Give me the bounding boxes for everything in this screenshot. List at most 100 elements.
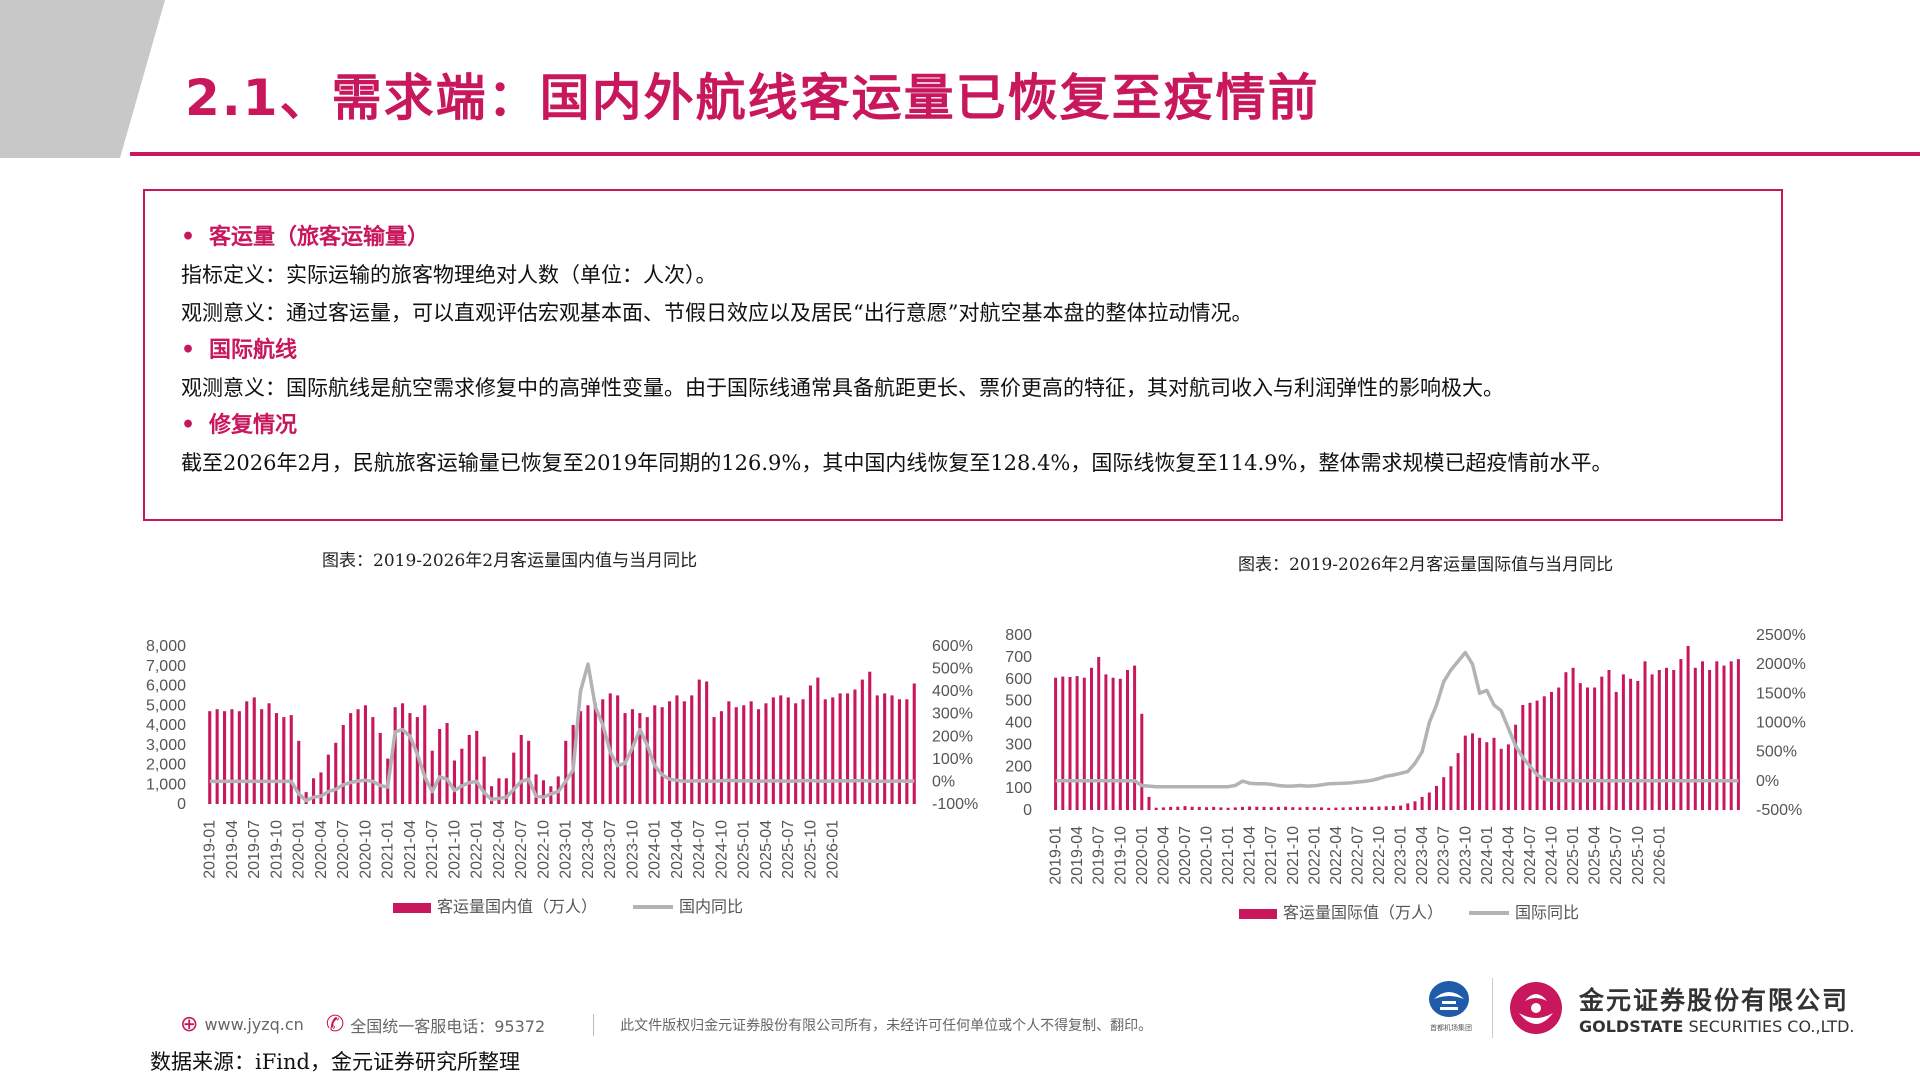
bar-mark	[1363, 806, 1367, 810]
bar-mark	[1212, 806, 1216, 810]
bar-mark	[883, 693, 887, 804]
bar-mark	[1600, 676, 1604, 810]
bar-mark	[230, 709, 234, 804]
bar-mark	[1693, 667, 1697, 810]
bar-mark	[1197, 806, 1201, 810]
bar-mark	[890, 695, 894, 804]
bar-mark	[1578, 683, 1582, 810]
bar-mark	[1715, 661, 1719, 811]
legend-bar-swatch	[1239, 909, 1277, 919]
bar-mark	[712, 717, 716, 804]
bar-mark	[1226, 807, 1230, 810]
capital-airports-caption: 首都机场集团	[1430, 1024, 1472, 1032]
x-tick-label: 2024-04	[669, 820, 686, 879]
bar-mark	[846, 693, 850, 804]
y-tick-label: 100	[1005, 780, 1032, 797]
x-tick-label: 2023-07	[1436, 826, 1453, 885]
page-title: 2.1、需求端：国内外航线客运量已恢复至疫情前	[185, 69, 1320, 127]
bar-mark	[326, 754, 330, 804]
bar-mark	[912, 683, 916, 804]
bar-mark	[1528, 702, 1532, 810]
capital-airports-logo: 首都机场集团	[1420, 979, 1478, 1037]
x-tick-label: 2021-10	[446, 820, 463, 879]
international-text: 观测意义：国际航线是航空需求修复中的高弹性变量。由于国际线通常具备航距更长、票价…	[181, 376, 1504, 400]
bar-mark	[445, 723, 449, 804]
x-tick-label: 2023-10	[624, 820, 641, 879]
bar-mark	[504, 778, 508, 804]
bar-mark	[1082, 677, 1086, 810]
bar-mark	[1384, 806, 1388, 810]
bar-mark	[1327, 807, 1331, 810]
bar-mark	[371, 717, 375, 804]
bar-mark	[1205, 807, 1208, 810]
bar-mark	[734, 707, 738, 804]
bar-mark	[897, 699, 901, 804]
y2-tick-label: -500%	[1756, 802, 1802, 819]
bar-mark	[1686, 645, 1690, 810]
y-tick-label: 0	[1023, 802, 1032, 819]
bar-mark	[237, 711, 241, 804]
data-source-note: 数据来源：iFind，金元证券研究所整理	[150, 1050, 520, 1074]
bar-mark	[334, 742, 338, 804]
bar-mark	[1356, 806, 1359, 810]
x-tick-label: 2019-07	[1091, 826, 1108, 885]
y2-tick-label: 1500%	[1756, 685, 1806, 702]
international-chart-caption: 图表：2019-2026年2月客运量国际值与当月同比	[1238, 555, 1614, 575]
bar-mark	[601, 699, 605, 804]
y-tick-label: 400	[1005, 715, 1032, 732]
bar-mark	[319, 772, 323, 804]
definition-text: 指标定义：实际运输的旅客物理绝对人数（单位：人次）。	[181, 263, 717, 287]
bar-mark	[868, 671, 872, 804]
y-tick-label: 6,000	[146, 678, 186, 695]
bar-mark	[623, 713, 627, 804]
bar-mark	[1657, 670, 1661, 810]
website-link[interactable]: www.jyzq.cn	[204, 1015, 304, 1034]
bar-mark	[779, 695, 783, 804]
legend-line-label: 国内同比	[679, 898, 743, 916]
y2-tick-label: 100%	[932, 751, 973, 768]
bar-mark	[1550, 691, 1553, 810]
x-tick-label: 2020-01	[1134, 826, 1151, 885]
y2-tick-label: 2500%	[1756, 627, 1806, 644]
bar-mark	[289, 715, 293, 804]
x-tick-label: 2022-07	[1349, 826, 1366, 885]
bar-mark	[260, 709, 264, 804]
bar-mark	[1075, 676, 1079, 810]
recovery-text: 截至2026年2月，民航旅客运输量已恢复至2019年同期的126.9%，其中国内…	[181, 451, 1613, 475]
bar-mark	[1147, 796, 1151, 810]
bar-mark	[638, 713, 642, 804]
bar-mark	[252, 697, 256, 804]
x-tick-label: 2021-01	[1220, 826, 1237, 885]
x-tick-label: 2025-01	[1565, 826, 1582, 885]
bar-mark	[801, 699, 805, 804]
significance-text: 观测意义：通过客运量，可以直观评估宏观基本面、节假日效应以及居民“出行意愿”对航…	[181, 301, 1253, 325]
bar-mark	[1370, 806, 1374, 810]
bar-mark	[1621, 674, 1625, 810]
bar-mark	[430, 750, 434, 804]
x-tick-label: 2024-10	[1544, 826, 1561, 885]
bar-mark	[497, 778, 501, 804]
bar-mark	[1154, 807, 1158, 810]
y2-tick-label: 2000%	[1756, 656, 1806, 673]
bar-mark	[1708, 670, 1712, 810]
footer: ⊕ www.jyzq.cn ✆ 全国统一客服电话：95372 此文件版权归金元证券股…	[180, 1012, 1152, 1037]
x-tick-label: 2023-01	[558, 820, 575, 879]
bar-mark	[1413, 801, 1417, 811]
x-tick-label: 2025-01	[736, 820, 753, 879]
bar-mark	[675, 695, 679, 804]
company-name-cn: 金元证券股份有限公司	[1579, 985, 1850, 1015]
bar-mark	[452, 760, 456, 804]
bar-mark	[1133, 665, 1137, 810]
bar-mark	[1241, 806, 1244, 810]
bar-mark	[690, 695, 694, 804]
bar-mark	[875, 695, 879, 804]
bar-mark	[1636, 680, 1640, 810]
bar-mark	[1614, 691, 1618, 810]
bar-mark	[541, 780, 545, 804]
legend-bar-label: 客运量国内值（万人）	[437, 898, 597, 916]
bar-mark	[245, 701, 249, 804]
bar-mark	[1499, 748, 1503, 811]
x-tick-label: 2022-10	[1371, 826, 1388, 885]
x-tick-label: 2020-10	[357, 820, 374, 879]
